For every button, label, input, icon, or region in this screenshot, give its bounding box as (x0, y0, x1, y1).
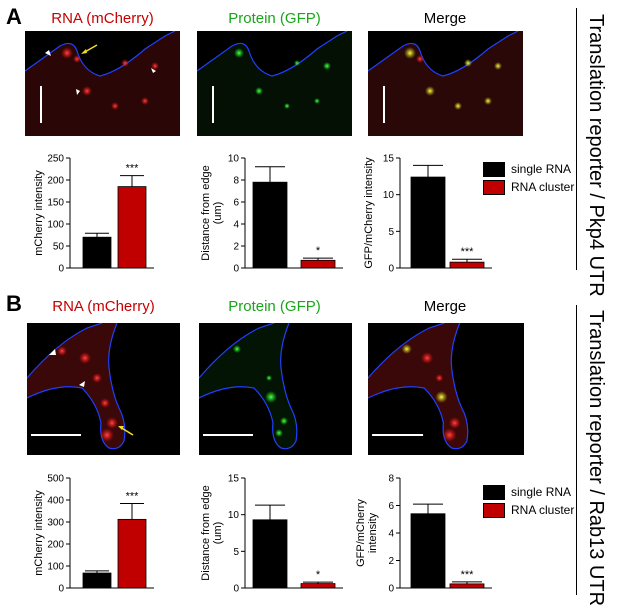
micrograph-protein-b (199, 323, 352, 455)
y-axis-label: Distance from edge(um) (200, 165, 224, 260)
bar-rna-cluster (117, 186, 147, 269)
micrograph-rna-a (25, 31, 180, 136)
bar-single-rna (410, 513, 446, 589)
y-axis-label: mCherry intensity (33, 490, 45, 576)
legend-swatch-cluster (483, 180, 505, 196)
bar-rna-cluster (449, 583, 485, 589)
side-label-a: Translation reporter / Pkp4 UTR (585, 14, 607, 297)
micrograph-merge-a (368, 31, 523, 136)
significance-label: *** (461, 569, 475, 581)
significance-label: *** (126, 163, 140, 175)
y-tick-label: 8 (233, 176, 239, 187)
chart-a2: 0 2 4 6 8 10 Distance from edge(um) * (185, 150, 365, 290)
y-tick-label: 200 (47, 176, 64, 187)
micrograph-protein-a (197, 31, 352, 136)
bar-single-rna (82, 572, 112, 589)
y-tick-label: 15 (383, 154, 395, 165)
y-tick-label: 4 (233, 220, 239, 231)
y-tick-label: 2 (233, 242, 239, 253)
significance-label: *** (126, 491, 140, 503)
micrograph-rna-b (27, 323, 180, 455)
y-tick-label: 250 (47, 154, 64, 165)
y-tick-label: 6 (388, 501, 394, 512)
y-tick-label: 0 (58, 264, 64, 275)
y-tick-label: 150 (47, 198, 64, 209)
bar-rna-cluster (300, 583, 336, 589)
legend-cluster-a: RNA cluster (483, 180, 575, 196)
legend-label-single: single RNA (511, 162, 572, 176)
side-divider-a (576, 8, 577, 270)
y-tick-label: 500 (47, 474, 64, 485)
bar-rna-cluster (117, 518, 147, 589)
y-tick-label: 100 (47, 562, 64, 573)
y-tick-label: 200 (47, 540, 64, 551)
y-tick-label: 8 (388, 474, 394, 485)
y-tick-label: 50 (53, 242, 65, 253)
chart-b2: 0 5 10 15 Distance from edge(um) * (185, 470, 365, 605)
chart-a1: 0 50 100 150 200 250 mCherry intensity *** (0, 150, 190, 290)
y-tick-label: 400 (47, 496, 64, 507)
title-rna-b: RNA (mCherry) (52, 298, 155, 315)
legend-single-a: single RNA (483, 162, 572, 178)
legend-swatch-cluster (483, 503, 505, 519)
chart-a3: 0 5 10 15 GFP/mCherry intensity *** (355, 150, 495, 290)
legend-swatch-single (483, 485, 505, 501)
y-tick-label: 10 (228, 154, 240, 165)
legend-swatch-single (483, 162, 505, 178)
significance-label: *** (461, 246, 475, 258)
y-tick-label: 4 (388, 529, 394, 540)
y-tick-label: 0 (233, 584, 239, 595)
legend-label-cluster: RNA cluster (511, 503, 575, 517)
bar-rna-cluster (300, 259, 336, 269)
y-tick-label: 100 (47, 220, 64, 231)
micrograph-merge-b (368, 323, 524, 455)
title-merge-b: Merge (423, 298, 467, 315)
bar-single-rna (252, 181, 288, 269)
side-label-b: Translation reporter / Rab13 UTR (585, 310, 607, 606)
chart-b1: 0 100 200 300 400 500 mCherry intensity *** (0, 470, 190, 605)
chart-b3: 0 2 4 6 8 GFP/mCherryintensity *** (355, 470, 495, 605)
bar-rna-cluster (449, 261, 485, 269)
title-merge-a: Merge (423, 10, 467, 27)
panel-letter-a: A (6, 4, 22, 29)
bar-single-rna (252, 519, 288, 589)
y-axis-label: GFP/mCherry intensity (363, 157, 375, 269)
y-tick-label: 15 (228, 474, 240, 485)
y-tick-label: 10 (228, 510, 240, 521)
legend-label-single: single RNA (511, 485, 572, 499)
y-tick-label: 5 (388, 227, 394, 238)
bar-single-rna (410, 176, 446, 269)
legend-label-cluster: RNA cluster (511, 180, 575, 194)
y-axis-label: mCherry intensity (33, 170, 45, 256)
panel-letter-b: B (6, 291, 22, 316)
y-tick-label: 6 (233, 198, 239, 209)
significance-label: * (316, 569, 321, 581)
significance-label: * (316, 245, 321, 257)
title-rna-a: RNA (mCherry) (51, 10, 154, 27)
y-tick-label: 0 (233, 264, 239, 275)
y-tick-label: 0 (388, 584, 394, 595)
side-divider-b (576, 305, 577, 595)
title-protein-b: Protein (GFP) (228, 298, 321, 315)
y-axis-label: Distance from edge(um) (200, 485, 224, 580)
y-tick-label: 0 (58, 584, 64, 595)
y-tick-label: 5 (233, 547, 239, 558)
bar-single-rna (82, 236, 112, 269)
y-tick-label: 2 (388, 556, 394, 567)
y-tick-label: 0 (388, 264, 394, 275)
legend-cluster-b: RNA cluster (483, 503, 575, 519)
legend-single-b: single RNA (483, 485, 572, 501)
y-axis-label: GFP/mCherryintensity (355, 499, 379, 567)
title-protein-a: Protein (GFP) (228, 10, 321, 27)
y-tick-label: 300 (47, 518, 64, 529)
y-tick-label: 10 (383, 190, 395, 201)
